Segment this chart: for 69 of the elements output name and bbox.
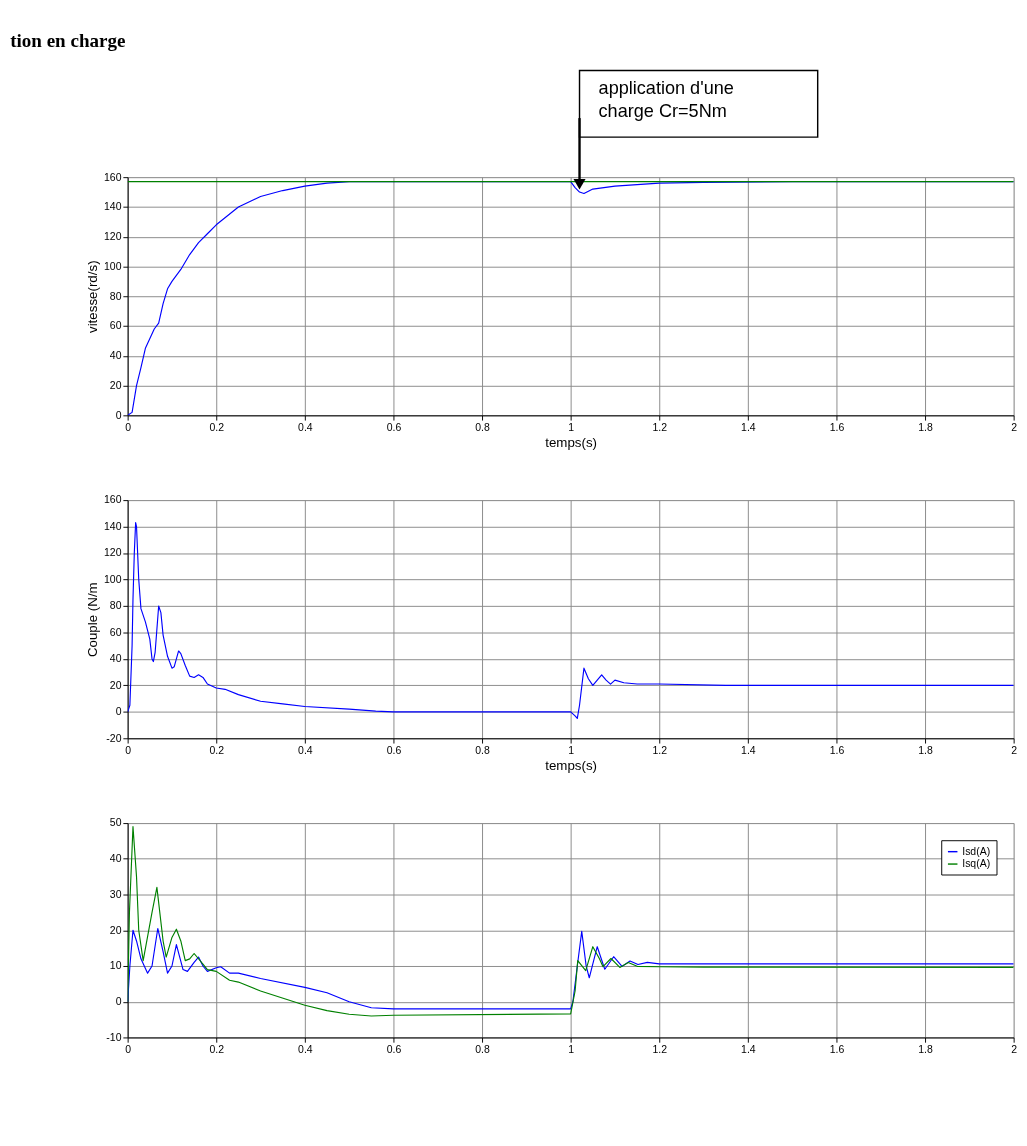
y-tick-label: 0 <box>115 996 122 1008</box>
y-tick-label: 120 <box>104 547 122 559</box>
x-tick-label: 1 <box>568 422 575 434</box>
y-tick-label: 40 <box>109 653 122 665</box>
y-tick-label: 40 <box>109 853 122 865</box>
y-axis-title: vitesse(rd/s) <box>85 260 101 334</box>
x-tick-label: 1.4 <box>741 745 756 757</box>
x-tick-label: 1 <box>568 1044 575 1056</box>
x-tick-label: 0.4 <box>298 1044 313 1056</box>
y-tick-label: 20 <box>109 379 122 391</box>
y-axis-title: Couple (N/m <box>85 582 101 658</box>
x-tick-label: 0.2 <box>209 422 225 434</box>
y-tick-label: 20 <box>109 924 122 936</box>
x-tick-label: 1 <box>568 745 575 757</box>
y-tick-label: 60 <box>109 626 122 638</box>
x-tick-label: 0.8 <box>475 745 490 757</box>
x-tick-label: 1.8 <box>918 1044 933 1056</box>
x-tick-label: 0.2 <box>209 745 225 757</box>
y-tick-label: 100 <box>104 573 122 585</box>
x-tick-label: 2 <box>1011 1044 1018 1056</box>
x-tick-label: 1.2 <box>652 1044 668 1056</box>
y-tick-label: 60 <box>109 320 122 332</box>
y-tick-label: 30 <box>109 888 122 900</box>
x-tick-label: 1.6 <box>829 422 845 434</box>
y-tick-label: 140 <box>104 520 122 532</box>
x-tick-label: 1.4 <box>741 422 756 434</box>
x-tick-label: 0 <box>125 422 132 434</box>
x-tick-label: 0.8 <box>475 422 490 434</box>
x-tick-label: 2 <box>1011 745 1018 757</box>
x-tick-label: 0.6 <box>386 422 402 434</box>
y-tick-label: 120 <box>104 231 122 243</box>
y-tick-label: 100 <box>104 260 122 272</box>
line-series <box>127 522 1014 720</box>
y-tick-label: 0 <box>115 409 122 421</box>
x-tick-label: 1.8 <box>918 745 933 757</box>
line-series <box>127 927 1014 1010</box>
chart-title: tion en charge <box>10 29 126 51</box>
y-tick-label: 160 <box>104 171 122 183</box>
legend-label: Isq(A) <box>962 857 991 869</box>
x-tick-label: 1.6 <box>829 745 845 757</box>
x-tick-label: 0.8 <box>475 1044 490 1056</box>
y-tick-label: 80 <box>109 600 122 612</box>
legend-label: Isd(A) <box>962 845 991 857</box>
annotation: application d'une charge Cr=5Nm <box>598 78 734 122</box>
y-tick-label: 20 <box>109 679 122 691</box>
y-tick-label: 50 <box>109 817 122 829</box>
x-tick-label: 0 <box>125 745 132 757</box>
y-tick-label: 160 <box>104 494 122 506</box>
y-tick-label: -20 <box>106 732 122 744</box>
y-tick-label: 40 <box>109 350 122 362</box>
y-tick-label: -10 <box>106 1031 122 1043</box>
y-tick-label: 10 <box>109 960 122 972</box>
y-tick-label: 0 <box>115 706 122 718</box>
x-tick-label: 0.2 <box>209 1044 225 1056</box>
x-tick-label: 1.2 <box>652 422 668 434</box>
x-tick-label: 2 <box>1011 422 1018 434</box>
x-tick-label: 1.2 <box>652 745 668 757</box>
y-tick-label: 140 <box>104 201 122 213</box>
x-tick-label: 0.4 <box>298 745 313 757</box>
x-tick-label: 0 <box>125 1044 132 1056</box>
x-tick-label: 1.6 <box>829 1044 845 1056</box>
y-tick-label: 80 <box>109 290 122 302</box>
x-tick-label: 0.6 <box>386 745 402 757</box>
x-axis-title: temps(s) <box>545 435 598 451</box>
x-tick-label: 0.6 <box>386 1044 402 1056</box>
x-tick-label: 1.4 <box>741 1044 756 1056</box>
x-tick-label: 1.8 <box>918 422 933 434</box>
x-axis-title: temps(s) <box>545 758 598 774</box>
x-tick-label: 0.4 <box>298 422 313 434</box>
